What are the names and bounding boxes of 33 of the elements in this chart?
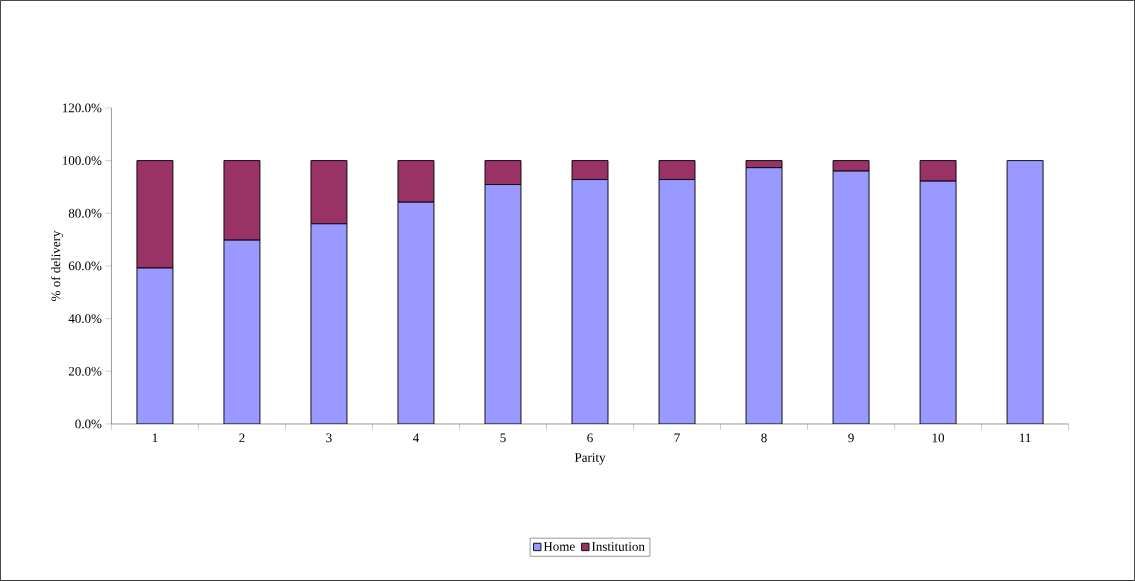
x-tick-label: 9 [848, 433, 854, 443]
legend-label: Institution [591, 542, 645, 551]
bar [832, 170, 870, 425]
y-axis-title: % of delivery [50, 230, 63, 301]
legend-label: Home [543, 542, 575, 551]
bar [919, 180, 957, 425]
y-tick-label: 0.0% [75, 419, 102, 429]
x-tick-label: 4 [412, 433, 420, 443]
bar [745, 167, 783, 425]
x-tick-label: 5 [500, 433, 506, 443]
bar [484, 184, 522, 425]
x-tick-label: 10 [932, 433, 945, 443]
bar [136, 267, 174, 425]
bar [658, 179, 696, 425]
x-axis-title: Parity [574, 453, 606, 465]
y-tick-label: 60.0% [68, 261, 102, 271]
bar [571, 179, 609, 425]
x-tick-label: 7 [674, 433, 680, 443]
y-tick-label: 40.0% [68, 314, 102, 324]
y-tick-label: 100.0% [62, 156, 102, 166]
y-tick-label: 80.0% [68, 208, 102, 218]
x-tick-label: 1 [152, 433, 158, 443]
x-tick-label: 3 [326, 433, 332, 443]
bar [223, 239, 261, 425]
x-tick-label: 8 [761, 433, 767, 443]
y-tick-label: 20.0% [68, 366, 102, 376]
bar [310, 223, 348, 425]
x-tick-label: 6 [587, 433, 593, 443]
x-tick-label: 2 [239, 433, 245, 443]
x-tick-label: 11 [1019, 433, 1031, 443]
y-tick-label: 120.0% [62, 103, 102, 113]
bar [397, 201, 435, 425]
bar [1006, 160, 1044, 425]
